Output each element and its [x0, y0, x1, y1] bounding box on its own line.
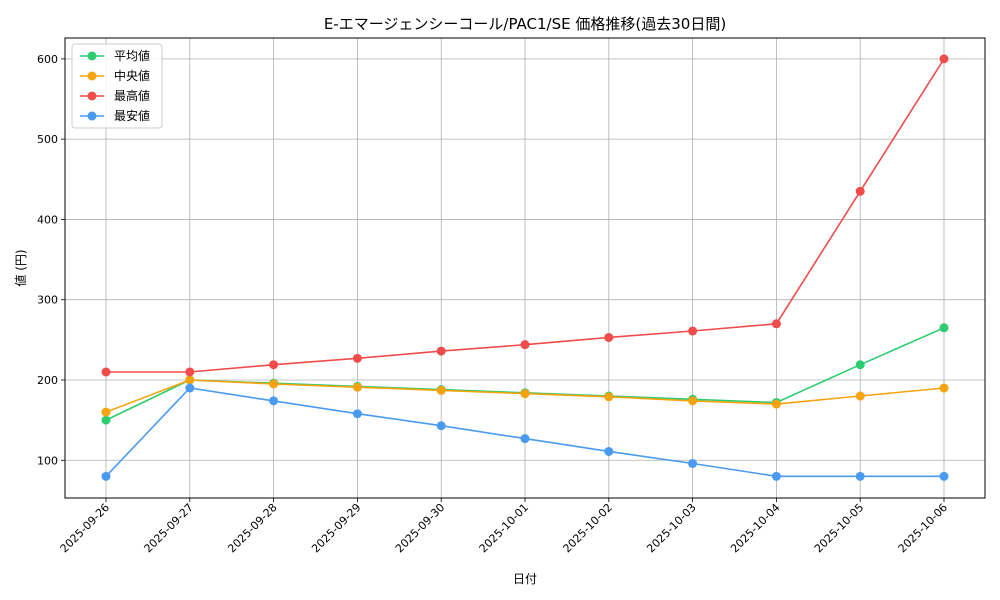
x-tick-label: 2025-09-28: [225, 501, 279, 555]
data-point: [352, 409, 362, 419]
plot-frame: [64, 37, 986, 499]
data-point: [604, 446, 614, 456]
legend-label: 平均値: [114, 48, 150, 63]
data-point: [269, 379, 279, 389]
x-tick-label: 2025-10-01: [477, 501, 531, 555]
x-tick-label: 2025-10-02: [561, 501, 615, 555]
data-point: [688, 326, 698, 336]
y-tick-label: 100: [37, 454, 58, 467]
data-point: [185, 383, 195, 393]
data-point: [855, 391, 865, 401]
legend-item: 中央値: [80, 68, 150, 83]
data-point: [855, 186, 865, 196]
data-point: [101, 407, 111, 417]
x-tick-label: 2025-09-30: [393, 501, 447, 555]
data-point: [352, 382, 362, 392]
data-point: [269, 396, 279, 406]
data-point: [771, 471, 781, 481]
data-point: [185, 375, 195, 385]
chart-title: E-エマージェンシーコール/PAC1/SE 価格推移(過去30日間): [324, 15, 726, 33]
data-point: [855, 471, 865, 481]
legend-marker: [87, 111, 97, 121]
legend-box: [71, 43, 163, 129]
tick-layer: 2025-09-26 2025-09-27 2025-09-28 2025-09-29…: [37, 53, 950, 555]
data-point: [101, 471, 111, 481]
data-point: [101, 415, 111, 425]
legend-marker: [87, 71, 97, 81]
legend-marker: [87, 91, 97, 101]
data-point: [185, 367, 195, 377]
data-point: [520, 340, 530, 350]
x-tick-label: 2025-09-26: [58, 501, 112, 555]
data-point: [352, 353, 362, 363]
data-point: [688, 396, 698, 406]
data-point: [771, 399, 781, 409]
data-point: [520, 389, 530, 399]
series-最高値: [101, 54, 949, 377]
data-point: [436, 385, 446, 395]
data-point: [604, 392, 614, 402]
data-point: [939, 323, 949, 333]
data-point: [939, 383, 949, 393]
data-point: [604, 332, 614, 342]
x-tick-label: 2025-10-04: [728, 501, 782, 555]
x-tick-label: 2025-10-03: [644, 501, 698, 555]
data-point: [436, 421, 446, 431]
data-point: [771, 319, 781, 329]
data-point: [855, 360, 865, 370]
legend-item: 最安値: [80, 108, 150, 123]
legend-item: 最高値: [80, 88, 150, 103]
series-中央値: [101, 375, 949, 417]
data-point: [939, 54, 949, 64]
legend-label: 最高値: [114, 88, 150, 103]
data-point: [101, 367, 111, 377]
x-axis-label: 日付: [513, 572, 537, 586]
legend-item: 平均値: [80, 48, 150, 63]
y-tick-label: 600: [37, 53, 58, 66]
grid-layer: [65, 38, 985, 498]
legend-label: 最安値: [114, 108, 150, 123]
x-tick-label: 2025-09-29: [309, 501, 363, 555]
data-point: [269, 360, 279, 370]
legend-label: 中央値: [114, 68, 150, 83]
x-tick-label: 2025-10-05: [812, 501, 866, 555]
x-tick-label: 2025-09-27: [142, 501, 196, 555]
data-point: [436, 346, 446, 356]
series-layer: [101, 54, 949, 481]
y-tick-label: 200: [37, 374, 58, 387]
y-tick-label: 300: [37, 294, 58, 307]
series-最安値: [101, 383, 949, 481]
data-point: [939, 471, 949, 481]
y-tick-label: 400: [37, 213, 58, 226]
y-axis-label: 値 (円): [13, 249, 28, 286]
x-tick-label: 2025-10-06: [896, 501, 950, 555]
y-tick-label: 500: [37, 133, 58, 146]
data-point: [520, 434, 530, 444]
data-point: [688, 458, 698, 468]
legend-marker: [87, 51, 97, 61]
